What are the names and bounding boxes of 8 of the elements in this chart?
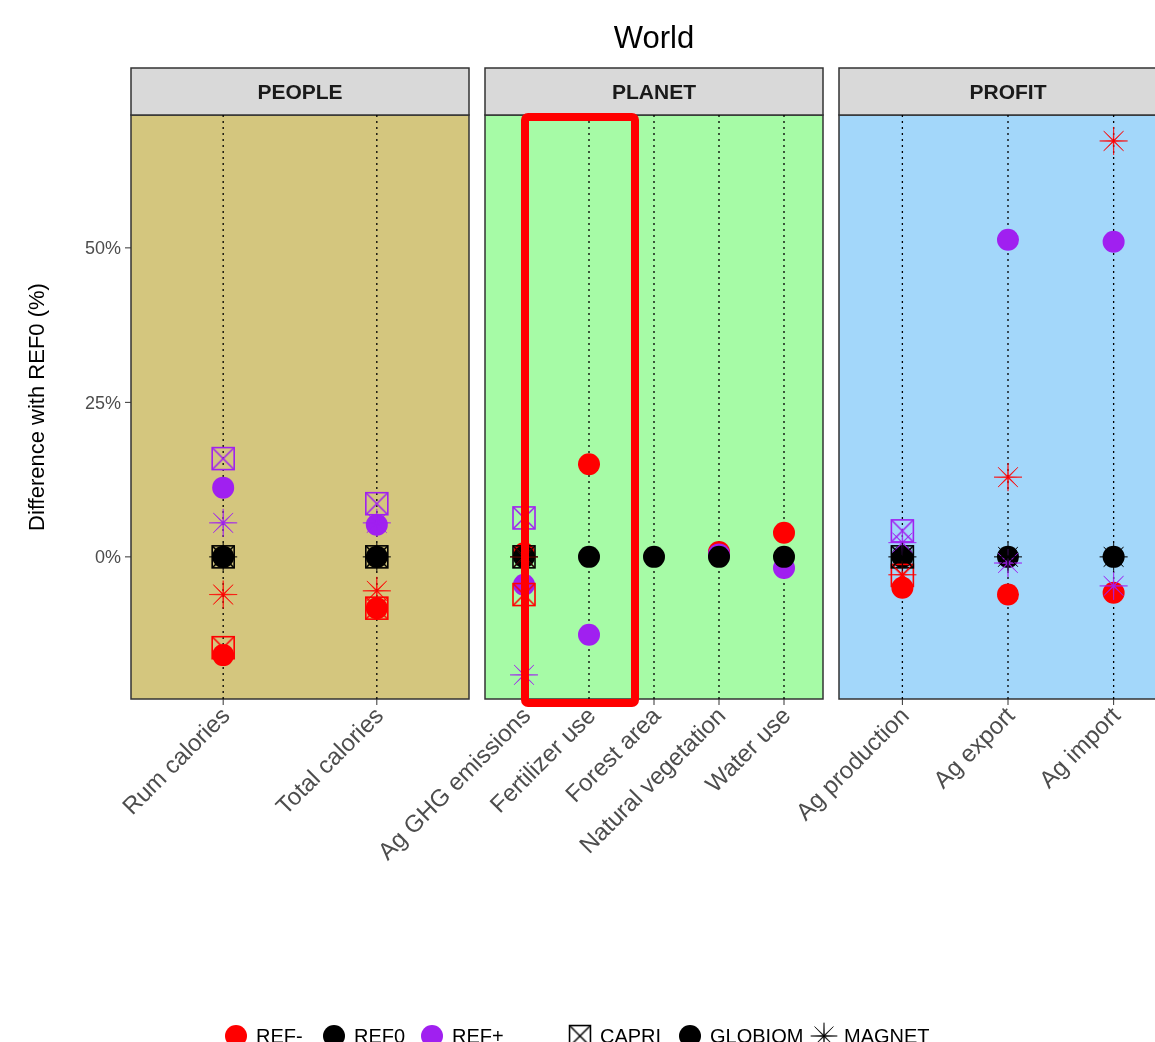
chart-title: PLANET [612,80,697,103]
y-tick-label: 50% [84,238,121,259]
y-axis-title: Difference with REF0 (%) [24,283,49,531]
chart-subtitle: World [613,20,695,55]
y-tick-label: 25% [84,392,121,413]
chart-title: PEOPLE [257,80,343,103]
y-tick-label: 0% [94,547,121,568]
chart-title: PROFIT [969,80,1047,103]
